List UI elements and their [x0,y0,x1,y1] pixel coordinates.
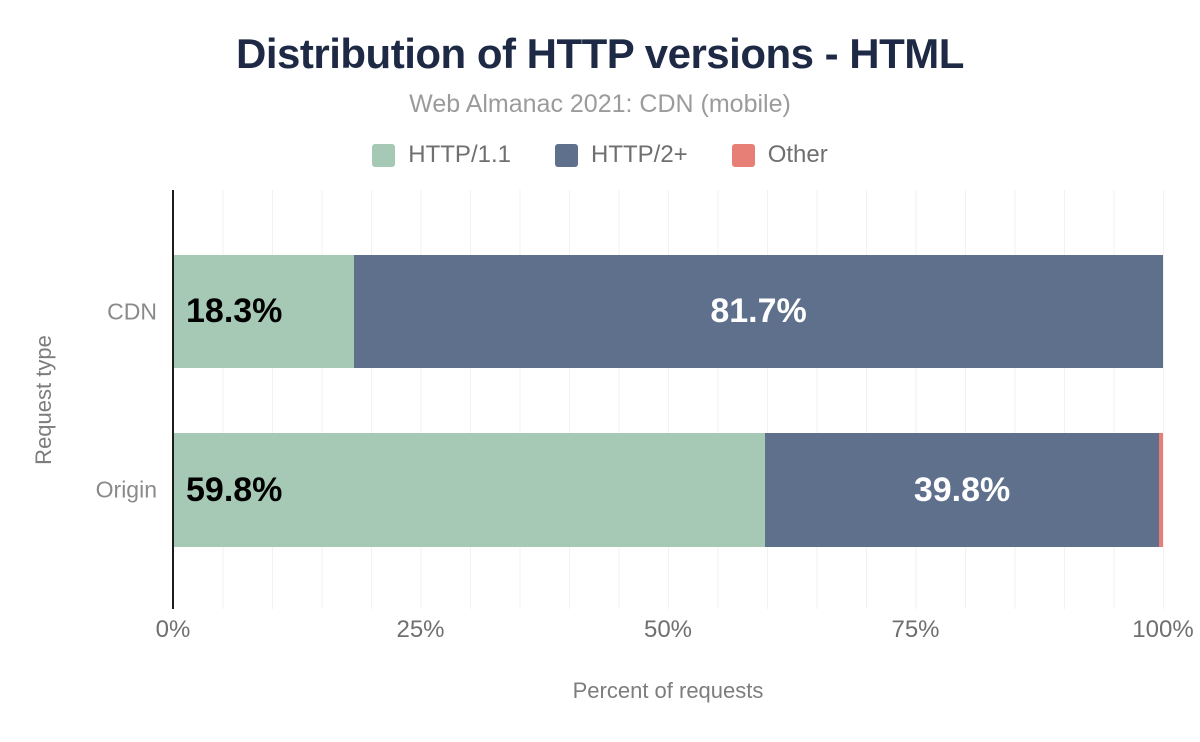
x-tick-label-50pct: 50% [643,616,693,643]
bar-row-origin: Origin 59.8% 39.8% [96,433,1163,547]
legend-swatch-http11 [372,143,396,167]
x-axis-title: Percent of requests [572,678,764,703]
legend-item-http2plus: HTTP/2+ [554,141,688,169]
chart-subtitle: Web Almanac 2021: CDN (mobile) [409,90,791,118]
bar-value-label: 59.8% [186,470,283,509]
bar-value-label: 39.8% [913,470,1011,509]
legend-label: Other [767,141,828,168]
legend-swatch-other [731,143,755,167]
bar-segment-cdn-http11: 18.3% [173,255,355,368]
bar-value-label: 81.7% [710,292,807,330]
legend: HTTP/1.1 HTTP/2+ Other [0,141,1200,169]
x-tick-label-25pct: 25% [396,616,445,643]
legend-swatch-http2plus [554,143,578,167]
y-axis-line [172,190,174,609]
bar-segment-origin-http2plus: 39.8% [765,433,1160,547]
y-axis-title: Request type [31,335,56,465]
legend-item-other: Other [731,141,828,169]
x-tick-label-75pct: 75% [891,616,940,643]
bar-row-cdn: CDN 18.3% 81.7% [107,255,1163,368]
legend-item-http11: HTTP/1.1 [372,141,511,169]
x-tick-label-100pct: 100% [1132,616,1194,643]
chart-title: Distribution of HTTP versions - HTML [236,30,964,77]
category-label-origin: Origin [95,476,157,503]
legend-label: HTTP/2+ [590,141,688,168]
bar-segment-origin-other [1159,433,1163,547]
legend-label: HTTP/1.1 [408,141,511,168]
category-label-cdn: CDN [107,298,157,324]
x-tick-label-0pct: 0% [155,616,191,643]
bar-segment-origin-http11: 59.8% [173,433,766,547]
bar-value-label: 18.3% [186,292,283,330]
bar-segment-cdn-http2plus: 81.7% [354,255,1163,368]
plot-area: CDN 18.3% 81.7% Origin 59.8% 39.8% [96,190,1164,609]
